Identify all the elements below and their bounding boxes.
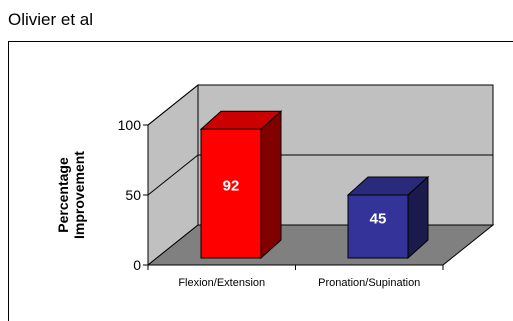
gridline	[147, 84, 493, 126]
bar-side	[260, 110, 282, 260]
chart-walls	[146, 83, 495, 267]
gridlines	[147, 84, 493, 196]
x-tick-label: Flexion/Extension	[178, 277, 265, 289]
bar-value-label: 92	[223, 178, 240, 195]
bar-2: 45	[346, 175, 430, 260]
page-heading: Olivier et al	[8, 10, 94, 29]
y-tick-label: 50	[125, 187, 141, 203]
y-axis-title-line: Improvement	[71, 151, 87, 239]
y-axis-title-text: PercentageImprovement	[55, 151, 87, 239]
gridline	[147, 154, 493, 196]
bar-1: 92	[199, 110, 283, 260]
bar-value-label: 45	[370, 211, 387, 228]
y-axis-title-line: Percentage	[55, 157, 71, 233]
x-tick-labels: Flexion/Extension Pronation/Supination	[178, 277, 420, 289]
bar-front	[347, 194, 409, 259]
floor	[146, 224, 495, 266]
bar-front	[200, 128, 262, 259]
chart-frame	[8, 41, 513, 321]
bars: 92 45	[199, 110, 430, 260]
y-tick-labels: 0 50 100	[118, 117, 444, 273]
x-tick-label: Pronation/Supination	[318, 277, 420, 289]
y-tick-label: 100	[118, 117, 142, 133]
y-axis-title: PercentageImprovement	[55, 151, 87, 239]
y-tick-label: 0	[133, 257, 141, 273]
